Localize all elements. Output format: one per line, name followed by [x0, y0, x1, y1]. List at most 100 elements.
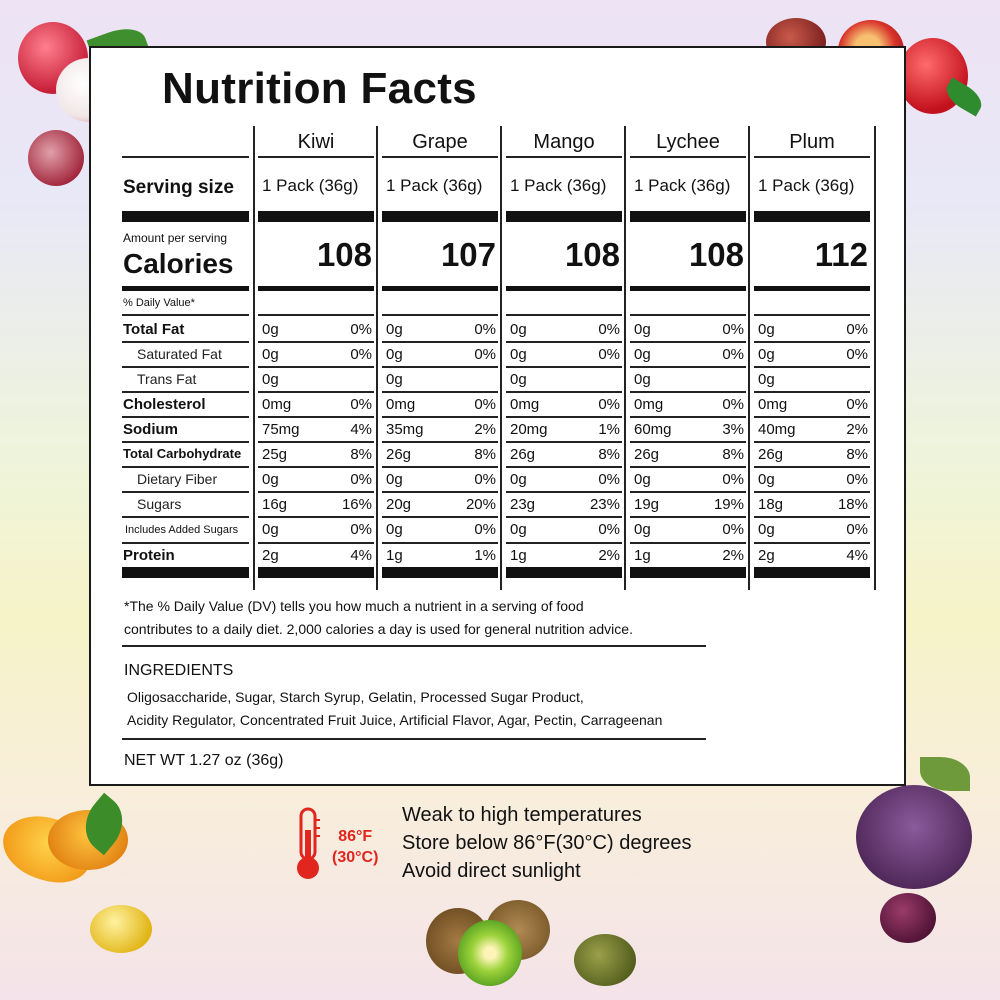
percent-cell: 0%	[598, 521, 620, 538]
percent-cell: 0%	[474, 346, 496, 363]
thick-rule	[258, 211, 374, 222]
percent-cell: 0%	[598, 396, 620, 413]
percent-cell: 0%	[846, 346, 868, 363]
amount-cell: 26g	[634, 446, 660, 463]
row-rule	[630, 441, 746, 443]
amount-cell: 0g	[262, 346, 279, 363]
amount-cell: 0mg	[634, 396, 664, 413]
row-rule	[382, 391, 498, 393]
serving-size-value: 1 Pack (36g)	[262, 176, 359, 195]
row-rule	[258, 491, 374, 493]
storage-line-3: Avoid direct sunlight	[402, 860, 581, 882]
ingredients-heading: INGREDIENTS	[124, 662, 234, 679]
row-rule	[630, 416, 746, 418]
percent-cell: 0%	[846, 396, 868, 413]
row-rule	[630, 366, 746, 368]
row-label: Dietary Fiber	[137, 471, 218, 487]
percent-cell: 3%	[722, 421, 744, 438]
amount-cell: 1g	[634, 547, 651, 564]
amount-cell: 16g	[262, 496, 288, 513]
row-rule	[382, 491, 498, 493]
percent-cell: 8%	[598, 446, 620, 463]
row-rule	[630, 391, 746, 393]
amount-cell: 2g	[758, 547, 775, 564]
row-rule	[630, 542, 746, 544]
divider	[122, 738, 706, 740]
percent-cell: 2%	[598, 547, 620, 564]
amount-cell: 0g	[262, 471, 279, 488]
amount-cell: 60mg	[634, 421, 672, 438]
thick-rule	[122, 567, 249, 578]
thick-rule	[258, 567, 374, 578]
row-rule	[630, 314, 746, 316]
percent-cell: 0%	[350, 346, 372, 363]
serving-size-label: Serving size	[123, 177, 234, 198]
row-rule	[506, 391, 622, 393]
percent-cell: 0%	[350, 396, 372, 413]
row-rule	[382, 314, 498, 316]
row-rule	[506, 314, 622, 316]
percent-cell: 0%	[722, 396, 744, 413]
rule	[630, 156, 746, 158]
row-rule	[754, 391, 870, 393]
row-rule	[630, 341, 746, 343]
column-divider	[500, 126, 502, 590]
amount-cell: 19g	[634, 496, 660, 513]
row-rule	[122, 491, 249, 493]
percent-cell: 8%	[722, 446, 744, 463]
amount-cell: 1g	[386, 547, 403, 564]
calories-value: 107	[440, 236, 496, 273]
row-rule	[382, 542, 498, 544]
row-rule	[382, 441, 498, 443]
row-rule	[506, 466, 622, 468]
daily-value-label: % Daily Value*	[123, 297, 195, 309]
amount-cell: 0g	[510, 321, 527, 338]
thermometer-celsius: (30°C)	[332, 849, 379, 866]
percent-cell: 4%	[350, 421, 372, 438]
percent-cell: 0%	[474, 521, 496, 538]
percent-cell: 1%	[598, 421, 620, 438]
amount-cell: 0g	[510, 471, 527, 488]
percent-cell: 0%	[474, 471, 496, 488]
amount-cell: 0g	[510, 521, 527, 538]
thick-rule	[506, 567, 622, 578]
amount-cell: 0g	[386, 471, 403, 488]
row-rule	[506, 341, 622, 343]
serving-size-value: 1 Pack (36g)	[510, 176, 607, 195]
row-label: Sodium	[123, 421, 178, 438]
storage-line-1: Weak to high temperatures	[402, 804, 642, 826]
amount-cell: 25g	[262, 446, 288, 463]
row-rule	[258, 366, 374, 368]
percent-cell: 0%	[722, 346, 744, 363]
amount-cell: 75mg	[262, 421, 300, 438]
percent-cell: 1%	[474, 547, 496, 564]
percent-cell: 4%	[846, 547, 868, 564]
column-divider	[748, 126, 750, 590]
column-header: Grape	[412, 131, 468, 153]
footnote-line-2: contributes to a daily diet. 2,000 calor…	[124, 621, 633, 637]
percent-cell: 0%	[598, 321, 620, 338]
row-rule	[754, 341, 870, 343]
percent-cell: 0%	[846, 321, 868, 338]
row-rule	[258, 466, 374, 468]
row-rule	[754, 441, 870, 443]
rule	[122, 156, 249, 158]
row-rule	[122, 441, 249, 443]
row-rule	[754, 366, 870, 368]
row-rule	[258, 314, 374, 316]
row-label: Total Fat	[123, 321, 185, 338]
net-weight: NET WT 1.27 oz (36g)	[124, 752, 284, 769]
percent-cell: 0%	[350, 521, 372, 538]
percent-cell: 8%	[474, 446, 496, 463]
thermometer-fahrenheit: 86°F	[338, 828, 373, 845]
row-rule	[122, 391, 249, 393]
amount-cell: 35mg	[386, 421, 424, 438]
rule	[382, 286, 498, 291]
row-rule	[122, 416, 249, 418]
row-rule	[630, 466, 746, 468]
percent-cell: 0%	[350, 471, 372, 488]
row-rule	[754, 314, 870, 316]
amount-cell: 0g	[634, 371, 651, 388]
percent-cell: 0%	[350, 321, 372, 338]
percent-cell: 0%	[598, 346, 620, 363]
